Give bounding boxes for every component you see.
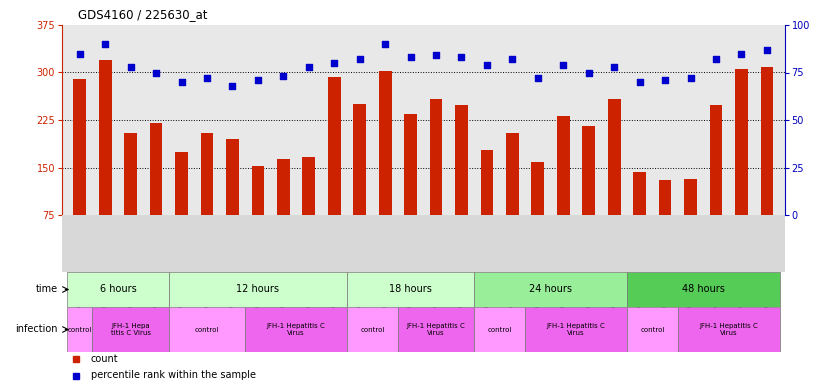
Bar: [99, 60, 112, 263]
Bar: [761, 68, 773, 263]
Bar: [347, 307, 398, 352]
Bar: [277, 159, 290, 263]
Point: [175, 79, 188, 85]
Point: [658, 77, 672, 83]
Bar: [582, 126, 595, 263]
Point: [404, 54, 417, 60]
Bar: [627, 307, 678, 352]
Bar: [398, 307, 474, 352]
Bar: [67, 307, 93, 352]
Bar: [328, 77, 340, 263]
Text: JFH-1 Hepatitis C
Virus: JFH-1 Hepatitis C Virus: [700, 323, 758, 336]
Text: control: control: [360, 326, 385, 333]
Bar: [226, 139, 239, 263]
Point: [150, 70, 163, 76]
Bar: [379, 71, 392, 263]
Bar: [525, 307, 627, 352]
Point: [302, 64, 316, 70]
Bar: [531, 162, 544, 263]
Bar: [67, 272, 169, 307]
Bar: [169, 272, 347, 307]
Bar: [347, 272, 474, 307]
Bar: [627, 272, 780, 307]
Text: 24 hours: 24 hours: [529, 285, 572, 295]
Bar: [430, 99, 443, 263]
Bar: [634, 172, 646, 263]
Text: control: control: [640, 326, 665, 333]
Text: time: time: [36, 285, 58, 295]
Point: [225, 83, 239, 89]
Point: [684, 75, 697, 81]
Text: count: count: [91, 354, 118, 364]
Point: [506, 56, 519, 62]
Point: [633, 79, 646, 85]
Text: JFH-1 Hepatitis C
Virus: JFH-1 Hepatitis C Virus: [547, 323, 605, 336]
Text: JFH-1 Hepa
titis C Virus: JFH-1 Hepa titis C Virus: [111, 323, 150, 336]
Text: control: control: [195, 326, 219, 333]
Bar: [93, 307, 169, 352]
Point: [201, 75, 214, 81]
Point: [277, 73, 290, 79]
Text: control: control: [487, 326, 512, 333]
Point: [124, 64, 137, 70]
Point: [251, 77, 264, 83]
Bar: [710, 106, 723, 263]
Point: [430, 52, 443, 58]
Bar: [678, 307, 780, 352]
Bar: [175, 152, 188, 263]
Point: [353, 56, 366, 62]
Text: JFH-1 Hepatitis C
Virus: JFH-1 Hepatitis C Virus: [267, 323, 325, 336]
Bar: [245, 307, 347, 352]
Bar: [354, 104, 366, 263]
Point: [455, 54, 468, 60]
Bar: [150, 123, 163, 263]
Point: [481, 62, 494, 68]
Point: [760, 46, 773, 53]
Point: [378, 41, 392, 47]
Bar: [404, 114, 417, 263]
Point: [557, 62, 570, 68]
Text: control: control: [68, 326, 92, 333]
Bar: [201, 132, 213, 263]
Bar: [474, 272, 627, 307]
Bar: [735, 70, 748, 263]
Text: GDS4160 / 225630_at: GDS4160 / 225630_at: [78, 8, 208, 21]
Bar: [252, 166, 264, 263]
Text: 12 hours: 12 hours: [236, 285, 279, 295]
Point: [74, 50, 87, 56]
Bar: [608, 99, 620, 263]
Bar: [302, 157, 316, 263]
Text: JFH-1 Hepatitis C
Virus: JFH-1 Hepatitis C Virus: [406, 323, 465, 336]
Text: infection: infection: [16, 324, 58, 334]
Bar: [124, 132, 137, 263]
Bar: [684, 179, 697, 263]
Bar: [557, 116, 570, 263]
Point: [608, 64, 621, 70]
Point: [328, 60, 341, 66]
Point: [710, 56, 723, 62]
Point: [582, 70, 596, 76]
Bar: [481, 150, 493, 263]
Text: 48 hours: 48 hours: [681, 285, 724, 295]
Bar: [506, 132, 519, 263]
Bar: [74, 79, 86, 263]
Point: [531, 75, 544, 81]
Bar: [658, 180, 672, 263]
Bar: [169, 307, 245, 352]
Bar: [474, 307, 525, 352]
Point: [98, 41, 112, 47]
Text: percentile rank within the sample: percentile rank within the sample: [91, 371, 256, 381]
Text: 18 hours: 18 hours: [389, 285, 432, 295]
Bar: [455, 106, 468, 263]
Text: 6 hours: 6 hours: [100, 285, 136, 295]
Point: [735, 50, 748, 56]
